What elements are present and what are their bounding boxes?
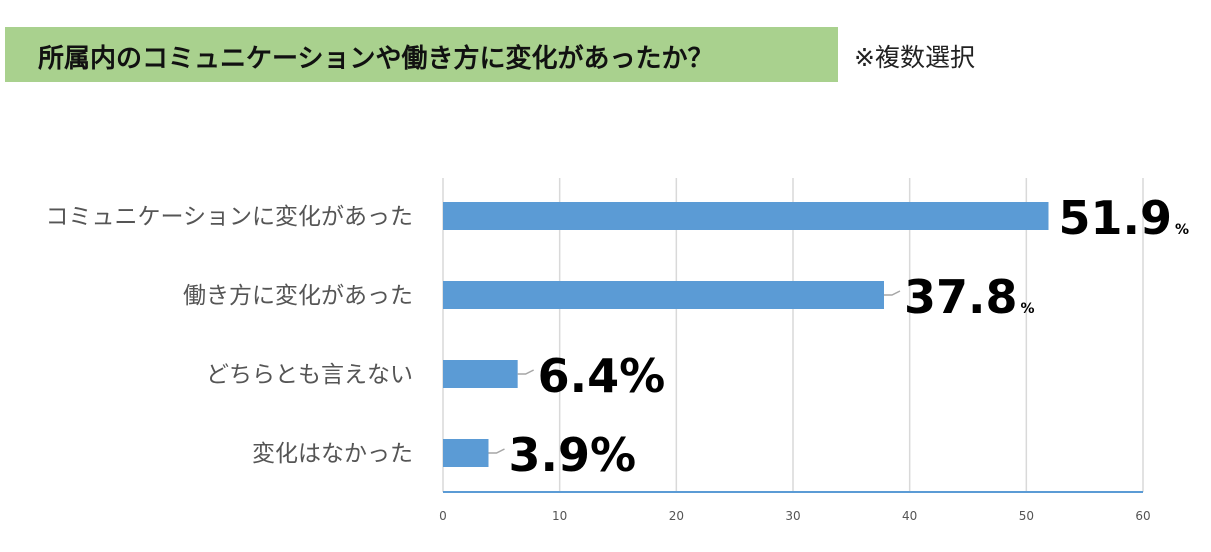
data-label: 6.4% xyxy=(538,349,666,403)
x-tick-label: 60 xyxy=(1135,509,1150,523)
data-label-value: 51.9 xyxy=(1059,191,1173,245)
category-label: 働き方に変化があった xyxy=(183,283,413,309)
data-label: 37.8% xyxy=(904,270,1035,324)
category-label: どちらとも言えない xyxy=(206,362,413,388)
data-label-unit: % xyxy=(1021,301,1035,317)
leader-line xyxy=(488,448,505,454)
x-tick-label: 30 xyxy=(785,509,800,523)
title-banner xyxy=(5,27,838,82)
bar xyxy=(443,281,884,309)
category-label: 変化はなかった xyxy=(252,441,413,467)
page-title: 所属内のコミュニケーションや働き方に変化があったか？ xyxy=(38,44,714,74)
x-tick-label: 0 xyxy=(439,509,447,523)
leader-line xyxy=(517,369,535,375)
multiple-choice-note: ※複数選択 xyxy=(854,43,975,72)
leader-line xyxy=(884,290,901,296)
x-tick-label: 40 xyxy=(902,509,917,523)
x-tick-label: 50 xyxy=(1019,509,1034,523)
data-label: 51.9% xyxy=(1059,191,1190,245)
category-label: コミュニケーションに変化があった xyxy=(45,204,413,230)
data-label-unit: % xyxy=(619,349,665,403)
data-label-value: 37.8 xyxy=(904,270,1018,324)
data-label-value: 6.4 xyxy=(538,349,620,403)
data-label-unit: % xyxy=(1175,222,1189,238)
x-tick-label: 20 xyxy=(669,509,684,523)
data-label-value: 3.9 xyxy=(509,428,591,482)
bar xyxy=(443,439,489,467)
bar xyxy=(443,360,518,388)
x-tick-label: 10 xyxy=(552,509,567,523)
bar xyxy=(443,202,1049,230)
data-label: 3.9% xyxy=(509,428,637,482)
data-label-unit: % xyxy=(590,428,636,482)
